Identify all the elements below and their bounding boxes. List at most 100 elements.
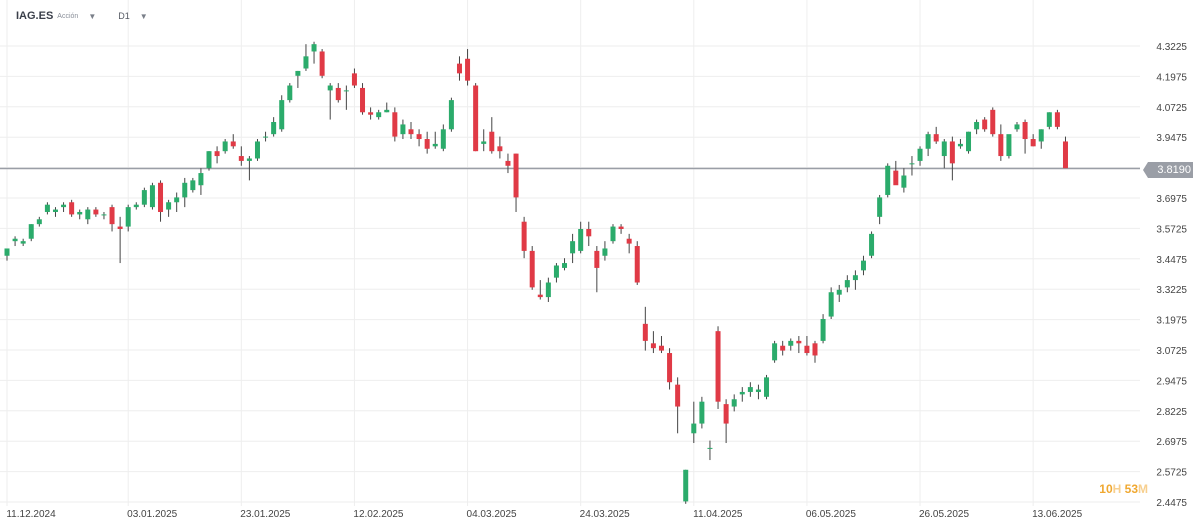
candle-body <box>311 44 317 52</box>
timeframe-label[interactable]: D1 <box>118 11 130 21</box>
candle-body <box>440 129 446 149</box>
candle-body <box>570 241 576 254</box>
candle-body <box>271 122 277 135</box>
candle <box>85 207 91 225</box>
x-tick-label: 12.02.2025 <box>353 509 403 520</box>
candle-body <box>109 207 115 225</box>
candle-body <box>836 289 842 295</box>
candle <box>529 246 535 290</box>
candle-body <box>497 146 503 152</box>
candle <box>125 204 131 232</box>
candle-body <box>174 197 180 203</box>
candle-body <box>149 185 155 208</box>
candle <box>368 107 374 120</box>
candle-body <box>602 248 608 256</box>
y-tick-label: 3.1975 <box>1156 316 1187 327</box>
candle-body <box>1022 122 1028 140</box>
x-tick-label: 04.03.2025 <box>467 509 517 520</box>
candle-body <box>610 226 616 242</box>
candle <box>513 153 519 212</box>
candle <box>263 131 269 142</box>
candle <box>764 374 770 400</box>
candle-body <box>780 345 786 351</box>
candle-body <box>860 260 866 271</box>
symbol-dropdown-icon[interactable]: ▼ <box>88 11 97 21</box>
candle <box>715 326 721 409</box>
candle-body <box>214 151 220 157</box>
candle <box>747 382 753 397</box>
candle-body <box>416 134 422 140</box>
candle <box>44 202 50 215</box>
candle-body <box>901 175 907 188</box>
candle <box>521 216 527 259</box>
candle <box>174 192 180 212</box>
x-axis: 11.12.2024 03.01.2025 23.01.2025 12.02.2025… <box>6 509 1082 520</box>
candle <box>198 168 204 195</box>
candle <box>860 255 866 276</box>
candle <box>505 153 511 174</box>
candle-body <box>618 226 624 230</box>
candle-body <box>319 51 325 76</box>
candle-body <box>190 180 196 191</box>
candle-body <box>69 202 75 215</box>
candle-body <box>505 160 511 166</box>
candle-body <box>925 134 931 149</box>
timeframe-dropdown-icon[interactable]: ▼ <box>139 11 148 21</box>
y-tick-label: 3.9475 <box>1156 133 1187 144</box>
candle-body <box>141 190 147 205</box>
candle <box>634 241 640 285</box>
candle-body <box>61 204 67 208</box>
candle <box>610 224 616 244</box>
candle-body <box>36 219 42 225</box>
candle <box>731 394 737 412</box>
candle <box>650 331 656 354</box>
candle <box>230 134 236 149</box>
candle <box>303 44 309 71</box>
candle-body <box>667 353 673 383</box>
candle-body <box>28 224 34 239</box>
candle <box>351 68 357 88</box>
candle-body <box>400 124 406 135</box>
candle <box>206 151 212 171</box>
candle-body <box>20 241 26 244</box>
candle-body <box>222 141 228 152</box>
candle <box>489 117 495 154</box>
candle <box>1006 134 1012 159</box>
candle <box>804 336 810 356</box>
candle-body <box>828 292 834 317</box>
x-tick-label: 13.06.2025 <box>1032 509 1082 520</box>
candle <box>974 119 980 135</box>
candle-body <box>1062 141 1068 169</box>
candle-body <box>537 294 543 298</box>
candle <box>586 221 592 247</box>
x-tick-label: 03.01.2025 <box>127 509 177 520</box>
candle <box>836 284 842 302</box>
candle-body <box>206 151 212 169</box>
candle-body <box>1038 129 1044 142</box>
candle-body <box>755 389 761 392</box>
candle <box>287 83 293 103</box>
candle <box>545 277 551 302</box>
candle <box>642 306 648 351</box>
candle-body <box>796 340 802 344</box>
countdown-minutes: 53 <box>1124 482 1138 496</box>
candle <box>925 131 931 157</box>
candle <box>909 156 915 176</box>
candle-body <box>12 238 18 242</box>
y-tick-label: 3.0725 <box>1156 346 1187 357</box>
candle <box>707 440 713 461</box>
candle <box>166 199 172 217</box>
candle-body <box>85 209 91 220</box>
candle <box>481 129 487 152</box>
y-tick-label: 2.6975 <box>1156 437 1187 448</box>
candle <box>392 107 398 142</box>
candle <box>1038 129 1044 149</box>
candle <box>796 336 802 354</box>
candle-body <box>909 163 915 165</box>
candle <box>917 146 923 166</box>
candle <box>739 387 745 402</box>
symbol-subtitle: Acción <box>57 12 79 20</box>
candle <box>69 199 75 217</box>
candle-body <box>166 202 172 210</box>
